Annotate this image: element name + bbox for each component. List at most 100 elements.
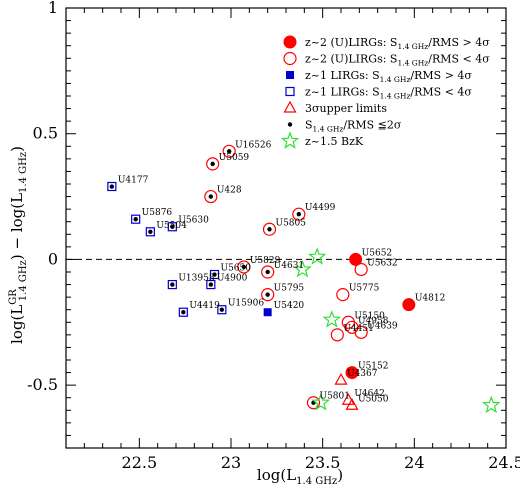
- z1_above-marker: [263, 308, 272, 317]
- below-2sigma-dot: [208, 282, 214, 287]
- z1_below-marker: [131, 214, 141, 224]
- point-label: U5150: [354, 311, 385, 321]
- upper_limits-marker: [345, 398, 359, 410]
- tick-labels: 22.5 23 23.5 24 24.5 -0.5 0 0.5 1: [27, 0, 520, 472]
- point-label: U4419: [189, 301, 220, 311]
- z2_below-marker: [306, 396, 321, 410]
- below-2sigma-dot: [296, 211, 302, 217]
- point-label: U5630: [178, 216, 209, 226]
- point-labels: U5652 U4812 U5152 U5632 U4451 U5150U4958U4639…: [118, 140, 446, 404]
- below-2sigma-dot: [219, 307, 225, 312]
- below-2sigma-dot: [267, 227, 272, 232]
- point-label: U4958: [358, 316, 389, 326]
- legend-label: z~1 LIRGs: S1.4 GHz/RMS > 4σ: [305, 69, 472, 84]
- point-label: U5152: [358, 362, 389, 372]
- x-tick-label: 24: [404, 453, 424, 472]
- point-label: U5829: [250, 256, 281, 266]
- x-axis-label-main: log(L: [257, 466, 296, 484]
- legend-label: z~2 (U)LIRGs: S1.4 GHz/RMS > 4σ: [305, 36, 490, 51]
- x-tick-label: 24.5: [488, 453, 520, 472]
- bzk-marker: [307, 247, 327, 265]
- legend-label: S1.4 GHz/RMS ≦2σ: [305, 119, 402, 134]
- z2_below-marker: [206, 157, 220, 171]
- point-label: U5801: [320, 392, 351, 402]
- legend-label: z~1.5 BzK: [305, 135, 364, 148]
- x-tick-label: 23: [221, 453, 241, 472]
- z1_below-marker: [178, 307, 188, 317]
- below-2sigma-dot: [241, 264, 247, 270]
- y-tick-label: -0.5: [27, 375, 58, 394]
- x-tick-label: 22.5: [122, 453, 158, 472]
- point-label: U15906: [228, 299, 264, 309]
- point-label: U5504: [156, 221, 187, 231]
- below-2sigma-dot: [109, 184, 115, 189]
- point-label: U5652: [362, 248, 393, 258]
- point-label: U5775: [349, 284, 380, 294]
- below-2sigma-dot: [170, 282, 175, 287]
- z2_below-marker: [354, 325, 368, 339]
- z2_below-marker: [222, 144, 236, 158]
- point-label: U4177: [118, 176, 149, 186]
- upper_limits-marker: [341, 392, 355, 405]
- bzk-marker: [322, 310, 342, 328]
- z2_below-marker: [261, 288, 275, 302]
- z2_below-marker: [262, 222, 277, 236]
- legend-marker: [283, 51, 297, 66]
- bzk-marker: [293, 259, 312, 278]
- z1_below-marker: [206, 279, 216, 290]
- legend-marker: [286, 71, 294, 79]
- z2_below-marker: [330, 328, 344, 342]
- data-points: [107, 144, 501, 414]
- point-label: U4499: [305, 203, 336, 213]
- below-2sigma-dot: [170, 224, 175, 229]
- y-axis-label-sup: GR: [8, 289, 19, 305]
- point-label: U4642: [354, 389, 385, 399]
- legend: z~2 (U)LIRGs: S1.4 GHz/RMS > 4σ z~2 (U)LI…: [280, 35, 490, 149]
- z2_below-marker: [261, 265, 275, 279]
- below-2sigma-dot: [212, 272, 217, 277]
- point-label: U5420: [274, 301, 305, 311]
- z2_above-marker: [349, 252, 363, 266]
- point-label: U5876: [142, 208, 173, 218]
- z2_below-marker: [237, 260, 251, 274]
- point-label: U5632: [367, 258, 398, 268]
- bzk-marker: [311, 392, 331, 411]
- bzk-marker: [482, 395, 501, 414]
- below-2sigma-dot: [208, 194, 214, 199]
- z1_below-marker: [167, 279, 177, 290]
- y-axis-label: log(LGR1.4 GHz) − log(L1.4 GHz): [8, 146, 29, 344]
- point-label: U5059: [219, 153, 250, 163]
- legend-marker: [280, 131, 300, 149]
- axis-ticks: [65, 7, 507, 449]
- point-label: U4631: [274, 261, 305, 271]
- legend-label: 3σupper limits: [305, 102, 387, 115]
- y-axis-label-p3: ): [8, 146, 26, 152]
- legend-label: z~2 (U)LIRGs: S1.4 GHz/RMS < 4σ: [305, 53, 490, 68]
- x-axis-label-sub: 1.4 GHz: [296, 476, 337, 487]
- point-label: U4900: [217, 274, 248, 284]
- point-label: U4812: [415, 294, 446, 304]
- x-tick-label: 23.5: [305, 453, 341, 472]
- below-2sigma-dot: [265, 292, 270, 297]
- z1_below-marker: [167, 222, 177, 232]
- y-axis-label-sub1: 1.4 GHz: [18, 260, 29, 301]
- z2_below-marker: [292, 207, 306, 221]
- z2_below-marker: [354, 262, 368, 277]
- below-2sigma-dot: [181, 310, 186, 315]
- x-axis-label-close: ): [337, 466, 343, 484]
- z1_below-marker: [209, 269, 220, 280]
- below-2sigma-dot: [148, 229, 153, 234]
- y-axis-label-p2: ) − log(L: [8, 193, 26, 260]
- legend-label: z~1 LIRGs: S1.4 GHz/RMS < 4σ: [305, 86, 472, 101]
- point-label: U428: [217, 186, 242, 196]
- z2_above-marker: [402, 298, 416, 312]
- x-axis-label: log(L1.4 GHz): [257, 466, 343, 487]
- legend-marker: [283, 100, 297, 113]
- point-label: U4367: [347, 369, 378, 379]
- y-axis-label-p1: log(L: [8, 305, 26, 344]
- point-label: U5805: [276, 218, 307, 228]
- point-label: U16526: [235, 140, 271, 150]
- upper_limits-marker: [334, 372, 348, 385]
- legend-marker: [283, 35, 297, 49]
- z2_below-marker: [336, 288, 350, 302]
